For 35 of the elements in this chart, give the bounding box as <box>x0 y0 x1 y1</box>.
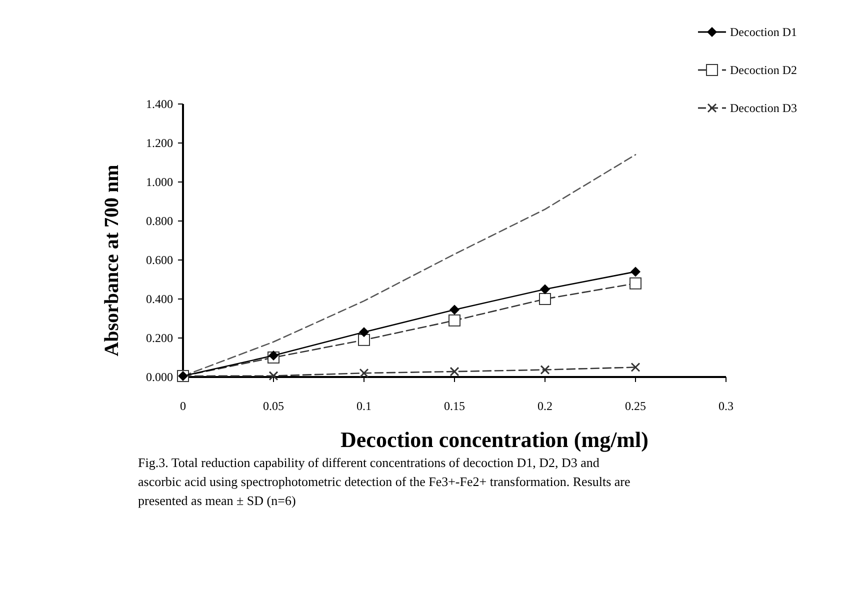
caption: Fig.3. Total reduction capability of different concentrations of decoction D1, D2, D3 and ascorbic acid using spectrophotometric detection of the Fe3+-Fe2+ transformation. Results are presented as mean ± SD (n=6) <box>138 454 632 510</box>
legend-label: Decoction D1 <box>730 25 797 40</box>
point <box>540 365 550 375</box>
point <box>450 366 460 376</box>
legend-label: Decoction D2 <box>730 63 797 78</box>
y-tick-label: 0.200 <box>146 331 173 346</box>
point <box>539 293 551 305</box>
x-tick-label: 0.2 <box>538 399 552 413</box>
y-tick-label: 1.200 <box>146 136 173 150</box>
point <box>268 371 278 381</box>
x-axis-title: Decoction concentration (mg/ml) <box>340 427 648 452</box>
point <box>630 277 642 290</box>
point <box>359 327 369 338</box>
x-tick-label: 0.3 <box>718 399 734 413</box>
point <box>450 304 460 315</box>
point <box>358 334 370 346</box>
y-axis-title: Absorbance at 700 nm <box>101 164 123 356</box>
x-tick-label: 0.15 <box>444 399 465 413</box>
point <box>540 284 550 294</box>
point <box>268 350 278 361</box>
y-tick-label: 0.000 <box>146 370 173 384</box>
x-tick-label: 0.1 <box>356 399 372 413</box>
x-tick-label: 0 <box>180 399 186 413</box>
x-tick-label: 0.25 <box>625 399 646 413</box>
point <box>630 362 640 372</box>
y-tick-label: 0.800 <box>146 214 173 228</box>
y-tick-label: 0.600 <box>146 253 173 268</box>
point <box>448 314 460 326</box>
legend-label: Decoction D3 <box>730 101 797 116</box>
y-tick-label: 0.400 <box>146 292 173 306</box>
point <box>630 266 640 277</box>
point <box>359 368 369 378</box>
y-tick-label: 1.400 <box>146 97 173 112</box>
x-tick-label: 0.05 <box>263 399 284 413</box>
y-tick-label: 1.000 <box>146 175 173 190</box>
